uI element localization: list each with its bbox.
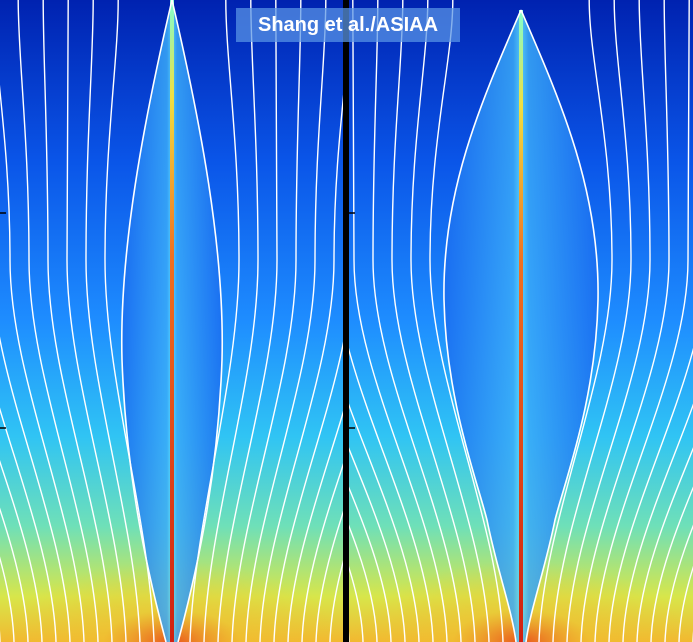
field-line (538, 0, 613, 642)
credit-label: Shang et al./ASIAA (236, 8, 460, 42)
field-line (0, 84, 85, 642)
field-line (552, 0, 632, 642)
field-line (273, 341, 343, 642)
field-line (520, 9, 599, 642)
field-line (217, 0, 278, 642)
field-line (608, 347, 693, 642)
field-line (259, 94, 343, 642)
field-line (391, 0, 476, 642)
field-line (0, 407, 57, 642)
jet-core (170, 0, 174, 642)
field-line (231, 0, 302, 642)
field-line (352, 0, 448, 642)
divider (343, 0, 349, 642)
field-line (189, 0, 240, 642)
field-line (315, 510, 343, 642)
field-line (594, 0, 690, 642)
right-panel (349, 0, 693, 642)
field-line (372, 0, 462, 642)
field-line (349, 524, 378, 642)
field-line (443, 9, 522, 642)
field-line (664, 524, 693, 642)
field-line (245, 0, 327, 642)
field-line (0, 460, 43, 642)
field-line (429, 0, 504, 642)
field-line (66, 0, 127, 642)
field-line (85, 0, 141, 642)
field-line (410, 0, 490, 642)
field-line (203, 0, 259, 642)
field-line (349, 403, 420, 642)
field-line (287, 410, 343, 642)
field-line (0, 507, 29, 642)
field-line (349, 486, 392, 642)
field-line (636, 447, 693, 642)
field-line (104, 0, 155, 642)
left-panel (0, 0, 343, 642)
field-line (622, 403, 693, 642)
field-line (301, 463, 343, 642)
jet-core (519, 10, 523, 642)
field-line (349, 447, 406, 642)
field-line (349, 347, 434, 642)
field-line (42, 0, 113, 642)
field-line (0, 336, 71, 642)
field-line (650, 486, 693, 642)
field-line (120, 0, 173, 642)
field-line (17, 0, 99, 642)
field-line (171, 0, 224, 642)
field-line (566, 0, 651, 642)
field-line (580, 0, 670, 642)
